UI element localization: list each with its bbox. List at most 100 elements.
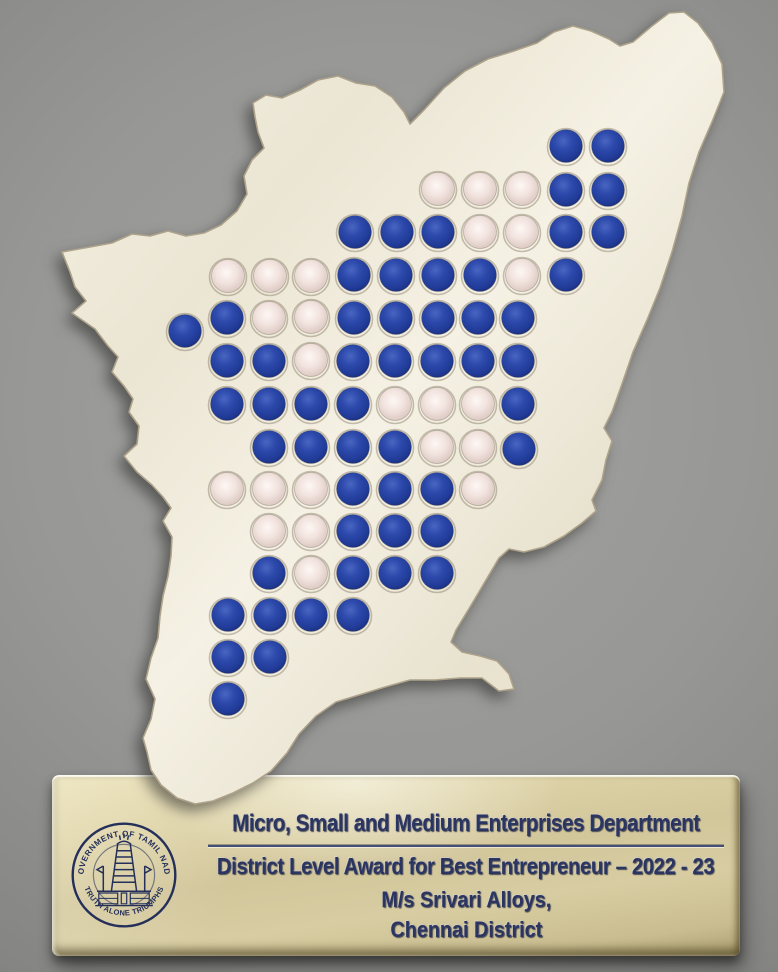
- blue-enamel-dot: [380, 215, 414, 249]
- silver-metal-dot: [420, 387, 454, 421]
- blue-enamel-dot: [420, 344, 454, 378]
- silver-metal-dot: [461, 430, 495, 464]
- silver-metal-dot: [253, 259, 287, 293]
- silver-metal-dot: [294, 472, 328, 506]
- dot-recess: [418, 256, 458, 296]
- blue-enamel-dot: [210, 387, 244, 421]
- dot-recess: [502, 170, 542, 210]
- dot-recess: [418, 170, 458, 210]
- blue-enamel-dot: [253, 640, 287, 674]
- department-name: Micro, Small and Medium Enterprises Depa…: [232, 810, 700, 837]
- blue-enamel-dot: [211, 682, 245, 716]
- dot-recess: [249, 385, 289, 425]
- award-base-plaque: GOVERNMENT OF TAMIL NADU TRUTH ALONE TRI…: [52, 775, 740, 956]
- dot-recess: [291, 257, 331, 297]
- dot-recess: [375, 428, 415, 468]
- blue-enamel-dot: [336, 514, 370, 548]
- dot-recess: [333, 554, 373, 594]
- dot-recess: [375, 554, 415, 594]
- blue-enamel-dot: [336, 598, 370, 632]
- dot-recess: [250, 596, 290, 636]
- blue-enamel-dot: [378, 514, 412, 548]
- dot-recess: [250, 638, 290, 678]
- dot-recess: [207, 385, 247, 425]
- blue-enamel-dot: [168, 314, 202, 348]
- blue-enamel-dot: [502, 432, 536, 466]
- dot-recess: [333, 512, 373, 552]
- blue-enamel-dot: [337, 301, 371, 335]
- silver-metal-dot: [378, 387, 412, 421]
- district-name: Chennai District: [390, 917, 542, 942]
- silver-metal-dot: [211, 259, 245, 293]
- dot-recess: [375, 512, 415, 552]
- dot-recess: [458, 470, 498, 510]
- dot-recess: [502, 256, 542, 296]
- silver-metal-dot: [252, 514, 286, 548]
- tamil-nadu-government-seal: GOVERNMENT OF TAMIL NADU TRUTH ALONE TRI…: [70, 821, 178, 929]
- silver-metal-dot: [505, 172, 539, 206]
- silver-metal-dot: [461, 387, 495, 421]
- silver-metal-dot: [294, 259, 328, 293]
- district-dots: [165, 127, 628, 720]
- dot-recess: [458, 299, 498, 339]
- award-title: District Level Award for Best Entreprene…: [217, 853, 715, 879]
- silver-metal-dot: [505, 258, 539, 292]
- blue-enamel-dot: [420, 472, 454, 506]
- blue-enamel-dot: [378, 472, 412, 506]
- blue-enamel-dot: [211, 640, 245, 674]
- dot-recess: [333, 470, 373, 510]
- silver-metal-dot: [294, 556, 328, 590]
- dot-recess: [546, 171, 586, 211]
- blue-enamel-dot: [336, 430, 370, 464]
- dot-recess: [460, 170, 500, 210]
- dot-recess: [458, 428, 498, 468]
- blue-enamel-dot: [463, 258, 497, 292]
- blue-enamel-dot: [501, 344, 535, 378]
- silver-metal-dot: [294, 300, 328, 334]
- dot-recess: [460, 256, 500, 296]
- blue-enamel-dot: [501, 301, 535, 335]
- dot-recess: [249, 512, 289, 552]
- dot-recess: [418, 299, 458, 339]
- dot-recess: [291, 341, 331, 381]
- blue-enamel-dot: [252, 430, 286, 464]
- dot-recess: [249, 342, 289, 382]
- dot-recess: [208, 638, 248, 678]
- dot-recess: [588, 213, 628, 253]
- blue-enamel-dot: [378, 430, 412, 464]
- dot-recess: [207, 299, 247, 339]
- dot-recess: [249, 554, 289, 594]
- blue-enamel-dot: [253, 598, 287, 632]
- silver-metal-dot: [461, 472, 495, 506]
- dot-recess: [291, 428, 331, 468]
- blue-enamel-dot: [294, 430, 328, 464]
- dot-recess: [417, 385, 457, 425]
- dot-recess: [417, 512, 457, 552]
- dot-recess: [376, 299, 416, 339]
- dot-recess: [249, 299, 289, 339]
- recipient-name: M/s Srivari Alloys,: [381, 887, 551, 912]
- blue-enamel-dot: [591, 129, 625, 163]
- silver-metal-dot: [294, 343, 328, 377]
- blue-enamel-dot: [591, 173, 625, 207]
- silver-metal-dot: [463, 215, 497, 249]
- blue-enamel-dot: [378, 344, 412, 378]
- dot-recess: [334, 256, 374, 296]
- dot-recess: [499, 430, 539, 470]
- dot-recess: [333, 385, 373, 425]
- dot-recess: [291, 298, 331, 338]
- dot-recess: [291, 512, 331, 552]
- blue-enamel-dot: [461, 301, 495, 335]
- silver-metal-dot: [420, 430, 454, 464]
- dot-recess: [417, 554, 457, 594]
- divider-rule: [208, 845, 724, 847]
- blue-enamel-dot: [210, 344, 244, 378]
- blue-enamel-dot: [379, 258, 413, 292]
- dot-recess: [546, 256, 586, 296]
- dot-recess: [335, 213, 375, 253]
- dot-recess: [207, 342, 247, 382]
- dot-recess: [418, 213, 458, 253]
- dot-recess: [460, 213, 500, 253]
- blue-enamel-dot: [252, 387, 286, 421]
